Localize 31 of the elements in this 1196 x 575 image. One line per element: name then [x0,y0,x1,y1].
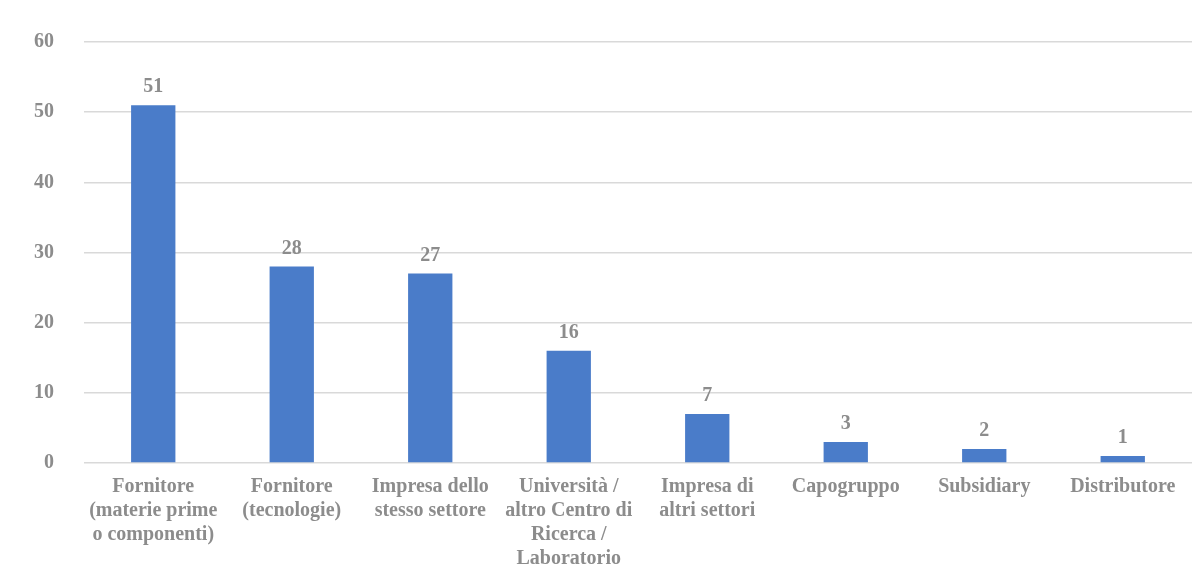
bar [131,105,176,463]
x-tick-label: Subsidiary [938,474,1031,498]
y-tick-label: 20 [34,309,54,332]
y-tick-label: 60 [34,29,54,52]
y-tick-label: 10 [34,380,54,403]
x-tick-label: Università / altro Centro di Ricerca / Laboratorio [505,474,633,569]
data-label: 3 [840,411,851,434]
x-tick-label: Impresa di altri settori [659,474,756,521]
bar [546,350,591,463]
bar [269,266,314,463]
x-tick-label: Fornitore (materie prime o componenti) [89,474,218,546]
data-label: 27 [420,242,441,265]
data-label: 51 [143,74,164,97]
y-tick-label: 40 [34,169,54,192]
x-tick-label: Capogruppo [791,474,900,498]
x-tick-label: Distributore [1070,474,1176,497]
y-tick-label: 50 [34,99,54,122]
bar [1100,455,1145,463]
bar [685,413,730,463]
data-label: 2 [979,418,990,441]
y-tick-label: 30 [34,239,54,262]
x-tick-label: Fornitore (tecnologie) [242,474,342,522]
data-label: 1 [1117,425,1128,448]
bar [408,273,453,463]
data-label: 7 [702,383,713,406]
bar [823,441,868,463]
data-label: 28 [281,235,302,258]
x-tick-label: Impresa dello stesso settore [371,474,489,521]
bar [962,448,1007,463]
y-tick-label: 0 [44,450,54,473]
data-label: 16 [558,319,579,342]
